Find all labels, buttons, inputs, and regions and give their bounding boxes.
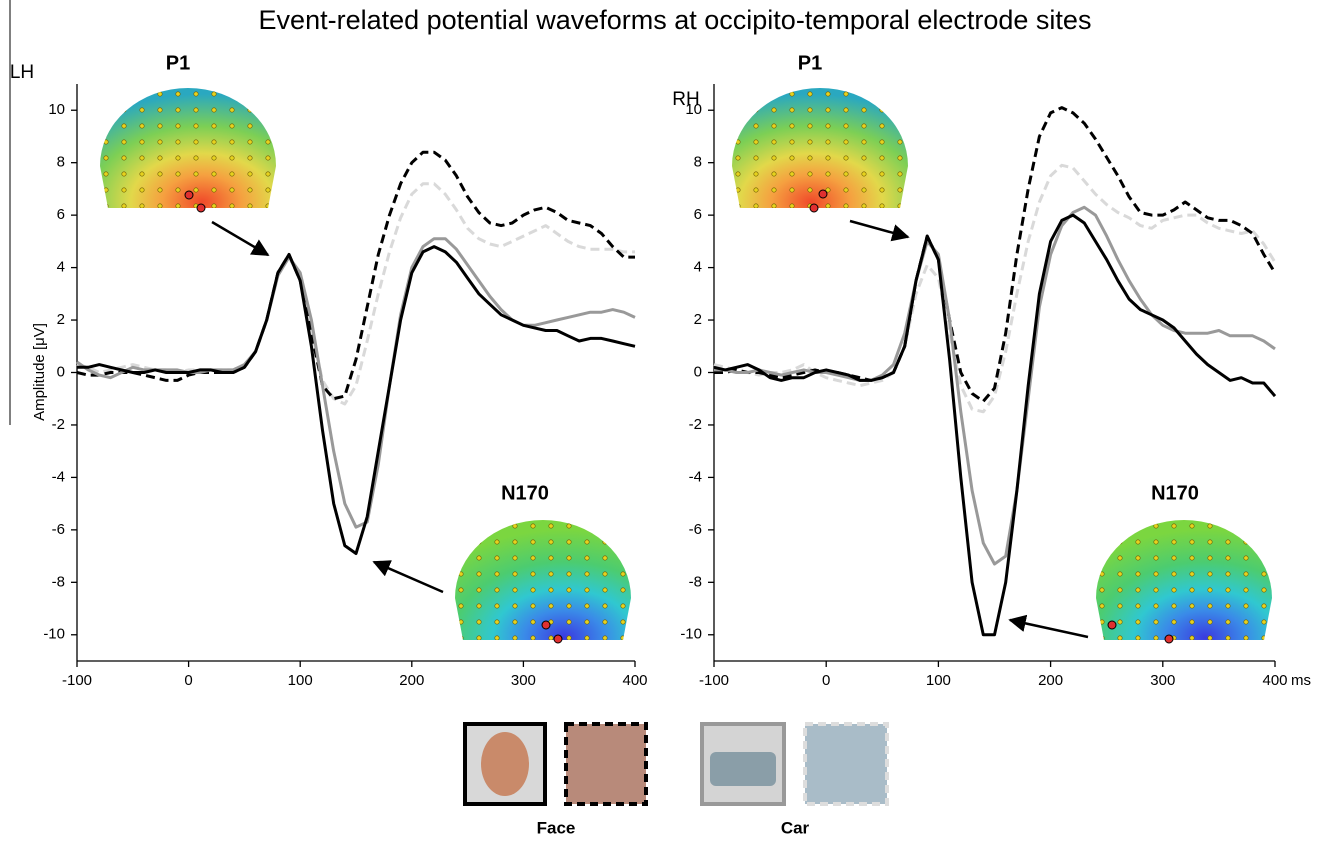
topomap <box>732 88 908 213</box>
panel: RH -10 -8 -6 -4 -2 0 2 4 6 8 10 -100 0 100 200 300 400 ms <box>672 84 1311 689</box>
waveform <box>714 205 1276 566</box>
waveform <box>713 213 1277 637</box>
panel-label: LH <box>10 62 34 83</box>
topomap <box>100 88 276 213</box>
arrow <box>211 220 270 257</box>
legend: Face Car <box>463 722 889 837</box>
x-tick-label: -100 <box>62 672 92 689</box>
y-tick-label: 0 <box>694 363 702 380</box>
annotation: P1 <box>166 52 190 74</box>
x-tick-label: 300 <box>1150 672 1175 689</box>
arrow <box>849 219 910 242</box>
x-tick-label: 0 <box>822 672 830 689</box>
legend-label: Car <box>781 818 810 837</box>
y-tick-label: -6 <box>689 521 702 538</box>
waveform <box>713 163 1277 414</box>
y-tick-label: 2 <box>57 311 65 328</box>
x-tick-label: 300 <box>511 672 536 689</box>
y-axis-label: Amplitude [μV] <box>31 323 48 421</box>
y-tick-label: 6 <box>57 206 65 223</box>
x-tick-label: 100 <box>288 672 313 689</box>
y-tick-label: -8 <box>689 573 702 590</box>
x-tick-label: 200 <box>1038 672 1063 689</box>
y-tick-label: 2 <box>694 311 702 328</box>
y-tick-label: -4 <box>52 468 65 485</box>
y-tick-label: 4 <box>694 259 702 276</box>
annotation: N170 <box>1151 482 1199 504</box>
waveform <box>714 106 1277 403</box>
x-tick-label: 400 <box>1262 672 1287 689</box>
y-tick-label: 0 <box>57 363 65 380</box>
x-tick-label: 100 <box>926 672 951 689</box>
x-unit: ms <box>1291 672 1311 689</box>
face-image <box>481 732 529 796</box>
waveform <box>76 237 636 529</box>
y-tick-label: -2 <box>52 416 65 433</box>
arrow <box>1008 614 1089 639</box>
y-tick-label: -6 <box>52 521 65 538</box>
y-tick-label: -10 <box>43 626 65 643</box>
title: Event-related potential waveforms at occ… <box>259 5 1092 35</box>
y-tick-label: -8 <box>52 573 65 590</box>
x-tick-label: 200 <box>399 672 424 689</box>
y-tick-label: -4 <box>689 468 702 485</box>
y-tick-label: 10 <box>48 101 65 118</box>
legend-icon <box>803 722 889 806</box>
legend-icon <box>564 722 648 806</box>
arrow <box>372 560 444 594</box>
annotation: P1 <box>798 52 822 74</box>
y-tick-label: -2 <box>689 416 702 433</box>
x-tick-label: 0 <box>184 672 192 689</box>
topomap <box>1096 520 1272 644</box>
annotation: N170 <box>501 482 549 504</box>
waveform <box>76 182 635 406</box>
topomap <box>455 520 631 644</box>
y-tick-label: 10 <box>685 101 702 118</box>
x-tick-label: 400 <box>622 672 647 689</box>
legend-label: Face <box>537 818 576 837</box>
waveform <box>77 245 636 555</box>
y-tick-label: 8 <box>694 154 702 171</box>
y-tick-label: -10 <box>680 626 702 643</box>
panel: LH -10 -8 -6 -4 -2 0 2 4 6 8 10 -100 0 100 200 300 400 <box>10 62 648 689</box>
y-tick-label: 8 <box>57 154 65 171</box>
y-tick-label: 4 <box>57 259 65 276</box>
panel-label: RH <box>672 89 699 110</box>
x-tick-label: -100 <box>699 672 729 689</box>
waveform <box>76 150 635 401</box>
y-tick-label: 6 <box>694 206 702 223</box>
car-image <box>710 752 776 786</box>
